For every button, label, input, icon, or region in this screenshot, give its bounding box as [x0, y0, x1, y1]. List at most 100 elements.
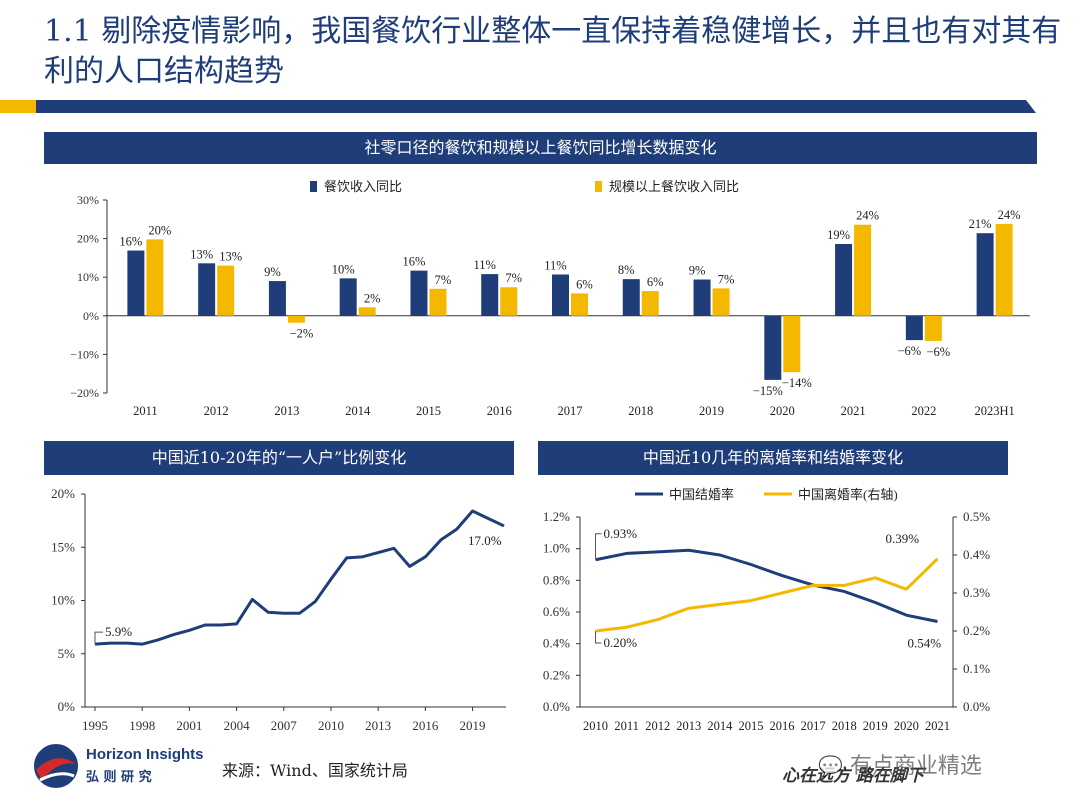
bar-data-label: 9% — [689, 264, 706, 278]
bar-data-label: 24% — [856, 209, 879, 223]
marriage-rate-line — [595, 548, 938, 623]
bar-data-label: 16% — [403, 255, 426, 269]
bar — [712, 288, 730, 316]
bar — [764, 315, 782, 380]
bar-data-label: 7% — [435, 273, 452, 287]
bar-x-tick-label: 2022 — [911, 404, 936, 418]
bar-data-label: 20% — [148, 223, 171, 237]
bar — [287, 315, 305, 323]
marriage-chart: 1.2% 1.0% 0.8% 0.6% 0.4% 0.2% 0.0% 0.5% 0.4% 0.3%… — [543, 487, 990, 733]
bar-x-tick-label: 2021 — [841, 404, 866, 418]
bar — [995, 223, 1013, 316]
marriage-x-tick-label: 2013 — [676, 719, 701, 733]
marriage-x-tick-label: 2021 — [925, 719, 950, 733]
bar — [905, 315, 923, 341]
bar — [198, 263, 216, 316]
marriage-callout-leader — [595, 533, 602, 560]
watermark-text: 有点商业精选 — [849, 754, 982, 779]
marriage-chart-title: 中国近10几年的离婚率和结婚率变化 — [538, 441, 1008, 475]
bar-legend-swatch — [595, 181, 602, 192]
marriage-legend-label: 中国结婚率 — [669, 487, 734, 502]
bar-legend-swatch — [310, 181, 317, 192]
household-x-tick-label: 1995 — [82, 718, 108, 733]
watermark: 💬 有点商业精选 — [818, 748, 982, 780]
household-x-tick-label: 1998 — [129, 718, 155, 733]
bar-data-label: 9% — [264, 265, 281, 279]
bar — [429, 288, 447, 316]
bar-chart: 30% 20% 10% 0% −10% −20% 16% 20% 2011 13% 13% 2012 9… — [70, 179, 1030, 418]
marriage-x-tick-label: 2010 — [583, 719, 608, 733]
bar-data-label: 7% — [505, 271, 522, 285]
bar-data-label: 10% — [332, 262, 355, 276]
bar — [571, 293, 588, 316]
bar — [146, 239, 164, 316]
source-note: 来源：Wind、国家统计局 — [222, 761, 408, 780]
bar-x-tick-label: 2014 — [345, 404, 371, 418]
bar-data-label: 6% — [647, 275, 664, 289]
marriage-right-tick-label: 0.3% — [963, 585, 990, 600]
marriage-x-tick-label: 2020 — [894, 719, 919, 733]
bar-x-tick-label: 2015 — [416, 404, 441, 418]
marriage-left-tick-label: 0.6% — [543, 604, 570, 619]
bar — [268, 281, 286, 316]
bar-data-label: 8% — [618, 263, 635, 277]
bar-x-tick-label: 2020 — [770, 404, 795, 418]
household-y-tick-label: 20% — [51, 486, 75, 501]
bar-data-label: 11% — [474, 258, 496, 272]
bar-data-label: 6% — [576, 277, 593, 291]
bar-data-label: −2% — [290, 327, 314, 341]
bar-x-tick-label: 2012 — [204, 404, 229, 418]
marriage-left-tick-label: 1.2% — [543, 509, 570, 524]
logo: Horizon Insights 弘 则 研 究 — [30, 738, 204, 794]
bar-data-label: 11% — [544, 258, 566, 272]
marriage-right-tick-label: 0.5% — [963, 509, 990, 524]
divorce-rate-line — [595, 557, 939, 633]
household-x-tick-label: 2016 — [412, 718, 439, 733]
bar-y-tick-label: −10% — [70, 347, 99, 361]
marriage-x-tick-label: 2019 — [863, 719, 888, 733]
bar-y-tick-label: 10% — [77, 270, 99, 284]
logo-chinese: 弘 则 研 究 — [86, 770, 152, 785]
bar-data-label: −6% — [897, 344, 921, 358]
bar — [693, 279, 711, 316]
bar — [481, 274, 499, 316]
household-x-tick-label: 2013 — [365, 718, 391, 733]
household-x-tick-label: 2019 — [460, 718, 486, 733]
marriage-right-tick-label: 0.2% — [963, 623, 990, 638]
bar-data-label: 13% — [219, 250, 242, 264]
bar — [410, 270, 428, 316]
bar — [976, 233, 994, 316]
marriage-x-tick-label: 2011 — [614, 719, 639, 733]
marriage-x-tick-label: 2016 — [770, 719, 795, 733]
bar-chart-title: 社零口径的餐饮和规模以上餐饮同比增长数据变化 — [44, 132, 1037, 164]
marriage-x-tick-label: 2017 — [801, 719, 826, 733]
bar-data-label: −15% — [753, 384, 783, 398]
bar-data-label: 24% — [998, 208, 1021, 222]
bar — [552, 274, 569, 316]
marriage-left-tick-label: 0.0% — [543, 699, 570, 714]
bar — [783, 315, 801, 373]
bar-x-tick-label: 2018 — [628, 404, 653, 418]
marriage-left-tick-label: 0.4% — [543, 636, 570, 651]
marriage-right-tick-label: 0.4% — [963, 547, 990, 562]
household-line — [94, 509, 505, 646]
household-callout-end: 17.0% — [468, 533, 502, 548]
page-title: 1.1 剔除疫情影响，我国餐饮行业整体一直保持着稳健增长，并且也有对其有利的人口… — [44, 14, 1062, 89]
bar-x-tick-label: 2011 — [133, 404, 158, 418]
marriage-right-tick-label: 0.0% — [963, 699, 990, 714]
bar-data-label: −6% — [926, 345, 950, 359]
bar-y-tick-label: 30% — [77, 193, 99, 207]
marriage-callout-end: 0.54% — [907, 636, 941, 651]
marriage-left-tick-label: 0.8% — [543, 572, 570, 587]
wechat-icon: 💬 — [818, 754, 843, 778]
marriage-right-tick-label: 0.1% — [963, 661, 990, 676]
bar-legend-label: 规模以上餐饮收入同比 — [609, 179, 739, 194]
household-callout-leader — [94, 631, 103, 645]
bar-x-tick-label: 2013 — [274, 404, 299, 418]
marriage-x-tick-label: 2018 — [832, 719, 857, 733]
title-rule-navy — [36, 100, 1036, 113]
title-rule-gold — [0, 100, 36, 113]
household-x-tick-label: 2007 — [271, 718, 298, 733]
logo-mark-icon — [32, 742, 80, 790]
bar-data-label: 19% — [827, 228, 850, 242]
